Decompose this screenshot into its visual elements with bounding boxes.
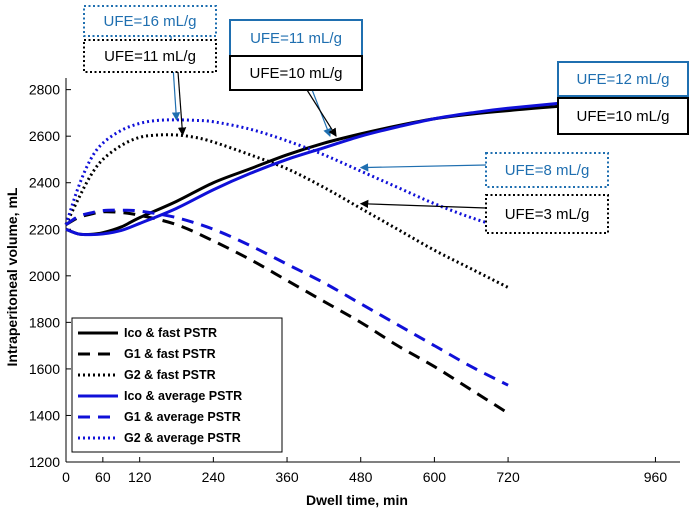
x-tick-label: 120	[128, 469, 152, 485]
annotation-arrow	[306, 89, 337, 137]
y-tick-label: 2800	[29, 82, 60, 98]
annotation-box	[83, 39, 217, 73]
series-line-3	[65, 93, 656, 237]
annotation-arrow	[359, 199, 487, 209]
annotation-label: UFE=8 mL/g	[505, 162, 590, 179]
legend-label: Ico & average PSTR	[124, 389, 242, 403]
legend-box	[71, 317, 283, 453]
y-tick-label: 1200	[29, 454, 60, 470]
legend-label: G1 & average PSTR	[124, 410, 241, 424]
x-tick-label: 0	[62, 469, 70, 485]
x-axis-title: Dwell time, min	[306, 492, 408, 508]
y-tick-label: 2200	[29, 221, 60, 237]
plot-axes: 0 60 120 240 360 480 600 720 960 1200 1400 1600 1800…	[29, 78, 680, 485]
x-tick-label: 360	[275, 469, 299, 485]
series-layer	[64, 93, 656, 415]
legend-label: G1 & fast PSTR	[124, 347, 216, 361]
x-tick-label: 240	[202, 469, 226, 485]
y-tick-label: 2000	[29, 268, 60, 284]
annotation-box	[485, 152, 609, 188]
x-tick-label: 60	[95, 469, 111, 485]
annotation-label: UFE=11 mL/g	[250, 30, 342, 47]
annotation-box	[557, 97, 689, 135]
legend-label: G2 & average PSTR	[124, 431, 241, 445]
x-tick-label: 480	[349, 469, 373, 485]
annotation-label: UFE=12 mL/g	[577, 71, 670, 88]
x-tick-label: 720	[496, 469, 520, 485]
annotation-label: UFE=16 mL/g	[104, 13, 197, 30]
y-tick-label: 1800	[29, 314, 60, 330]
annotation-arrow	[177, 71, 187, 136]
annotation-box	[83, 5, 217, 37]
annotation-boxes: UFE=16 mL/g UFE=11 mL/g UFE=11 mL/g UFE=10 …	[83, 5, 689, 234]
series-line-2	[64, 133, 509, 289]
y-tick-label: 1400	[29, 407, 60, 423]
series-line-4	[65, 208, 509, 387]
legend: Ico & fast PSTR G1 & fast PSTR G2 & fast P…	[71, 317, 283, 453]
series-line-5	[64, 118, 509, 231]
annotation-label: UFE=10 mL/g	[250, 65, 343, 82]
y-tick-label: 2600	[29, 128, 60, 144]
annotation-label: UFE=10 mL/g	[577, 108, 670, 125]
x-tick-label: 960	[644, 469, 668, 485]
annotation-box	[485, 194, 609, 234]
annotation-label: UFE=3 mL/g	[505, 206, 590, 223]
y-axis-title: Intraperitoneal volume, mL	[4, 187, 20, 366]
annotation-box	[557, 61, 689, 97]
legend-label: G2 & fast PSTR	[124, 368, 216, 382]
legend-label: Ico & fast PSTR	[124, 326, 217, 340]
annotation-arrow	[359, 163, 487, 172]
y-tick-label: 2400	[29, 175, 60, 191]
y-tick-label: 1600	[29, 361, 60, 377]
annotation-label: UFE=11 mL/g	[104, 48, 196, 65]
series-line-1	[65, 210, 509, 415]
annotation-box	[229, 55, 363, 91]
x-tick-label: 600	[423, 469, 447, 485]
